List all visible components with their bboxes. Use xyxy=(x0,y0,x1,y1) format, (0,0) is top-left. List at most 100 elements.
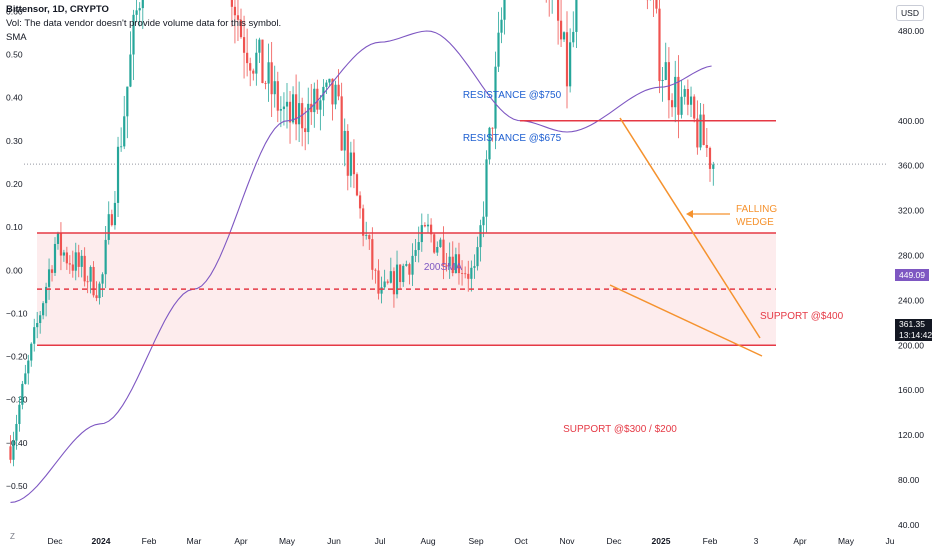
candle-body xyxy=(295,94,297,124)
candle-body xyxy=(54,244,56,273)
candle-body xyxy=(374,270,376,271)
candle-body xyxy=(712,165,714,169)
candle-body xyxy=(674,77,676,107)
candle-body xyxy=(560,21,562,40)
candle-body xyxy=(368,235,370,239)
right-axis-tick: 320.00 xyxy=(898,206,924,216)
candle-body xyxy=(491,128,493,129)
sma-price-tag: 449.09 xyxy=(895,269,929,281)
candle-body xyxy=(120,146,122,147)
x-axis-label: Feb xyxy=(703,536,718,546)
candle-body xyxy=(114,203,116,225)
candle-body xyxy=(98,284,100,298)
candle-body xyxy=(129,54,131,86)
candle-body xyxy=(286,102,288,107)
candle-body xyxy=(292,94,294,122)
candle-body xyxy=(347,131,349,176)
candle-body xyxy=(344,131,346,151)
candle-body xyxy=(350,153,352,176)
candle-body xyxy=(709,148,711,169)
candle-body xyxy=(661,80,663,81)
candle-body xyxy=(277,81,279,110)
candle-body xyxy=(461,273,463,274)
candle-body xyxy=(92,267,94,295)
candle-body xyxy=(84,256,86,281)
candle-body xyxy=(255,53,257,74)
candle-body xyxy=(101,274,103,283)
candle-body xyxy=(503,0,505,20)
z-label[interactable]: Z xyxy=(10,532,15,541)
candle-body xyxy=(111,214,113,225)
candle-body xyxy=(424,225,426,226)
candle-body xyxy=(703,115,705,145)
candle-body xyxy=(231,0,233,7)
x-axis-label: Ju xyxy=(886,536,895,546)
candle-body xyxy=(563,32,565,39)
candle-body xyxy=(328,79,330,83)
candle-body xyxy=(136,10,138,14)
left-axis-tick: 0.20 xyxy=(6,179,23,189)
x-axis-label: Apr xyxy=(793,536,806,546)
candle-body xyxy=(436,247,438,253)
x-axis-label: Oct xyxy=(514,536,528,546)
left-axis-tick: 0.50 xyxy=(6,50,23,60)
x-axis-label: Mar xyxy=(187,536,202,546)
candle-body xyxy=(95,295,97,298)
candle-body xyxy=(18,405,20,424)
candle-body xyxy=(108,214,110,240)
candle-body xyxy=(427,225,429,227)
candle-body xyxy=(380,287,382,293)
candle-body xyxy=(393,271,395,294)
right-axis-tick: 200.00 xyxy=(898,340,924,350)
candle-body xyxy=(298,103,300,124)
candle-body xyxy=(289,102,291,123)
candle-body xyxy=(39,315,41,323)
candle-body xyxy=(105,240,107,274)
candle-body xyxy=(473,266,475,268)
candle-body xyxy=(27,361,29,374)
candle-body xyxy=(274,81,276,94)
candle-body xyxy=(24,373,26,384)
candle-body xyxy=(470,268,472,279)
candle-body xyxy=(371,239,373,270)
x-axis-label: 2025 xyxy=(652,536,671,546)
candle-body xyxy=(341,96,343,150)
last-price-tag: 361.35 13:14:42 xyxy=(895,319,932,341)
candle-body xyxy=(21,384,23,405)
right-axis-tick: 40.00 xyxy=(898,520,920,530)
candle-body xyxy=(439,240,441,247)
candle-body xyxy=(356,174,358,195)
support-300-200-label: SUPPORT @$300 / $200 xyxy=(563,424,677,435)
candle-body xyxy=(566,32,568,86)
candle-body xyxy=(569,42,571,86)
candle-body xyxy=(655,0,657,9)
indicator-label[interactable]: SMA xyxy=(6,32,27,43)
candle-body xyxy=(668,62,670,100)
candle-body xyxy=(390,271,392,283)
candle-body xyxy=(9,446,11,459)
currency-button[interactable]: USD xyxy=(896,5,924,21)
candle-body xyxy=(572,32,574,42)
left-axis-tick: 0.30 xyxy=(6,136,23,146)
candle-body xyxy=(123,116,125,146)
candle-body xyxy=(658,9,660,81)
x-axis-label: Dec xyxy=(47,536,63,546)
candle-body xyxy=(63,252,65,255)
candle-body xyxy=(387,282,389,283)
left-axis-tick: 0.00 xyxy=(6,265,23,275)
candle-body xyxy=(693,97,695,119)
candle-body xyxy=(249,63,251,70)
candle-body xyxy=(33,327,35,344)
x-axis-label: Jul xyxy=(375,536,386,546)
candle-body xyxy=(75,252,77,270)
candle-body xyxy=(252,71,254,74)
symbol-line[interactable]: Bittensor, 1D, CRYPTO xyxy=(6,4,109,15)
x-axis-label: Feb xyxy=(142,536,157,546)
candle-body xyxy=(500,20,502,33)
candle-body xyxy=(433,234,435,252)
candle-body xyxy=(78,252,80,267)
candle-body xyxy=(482,217,484,225)
candle-body xyxy=(304,128,306,132)
